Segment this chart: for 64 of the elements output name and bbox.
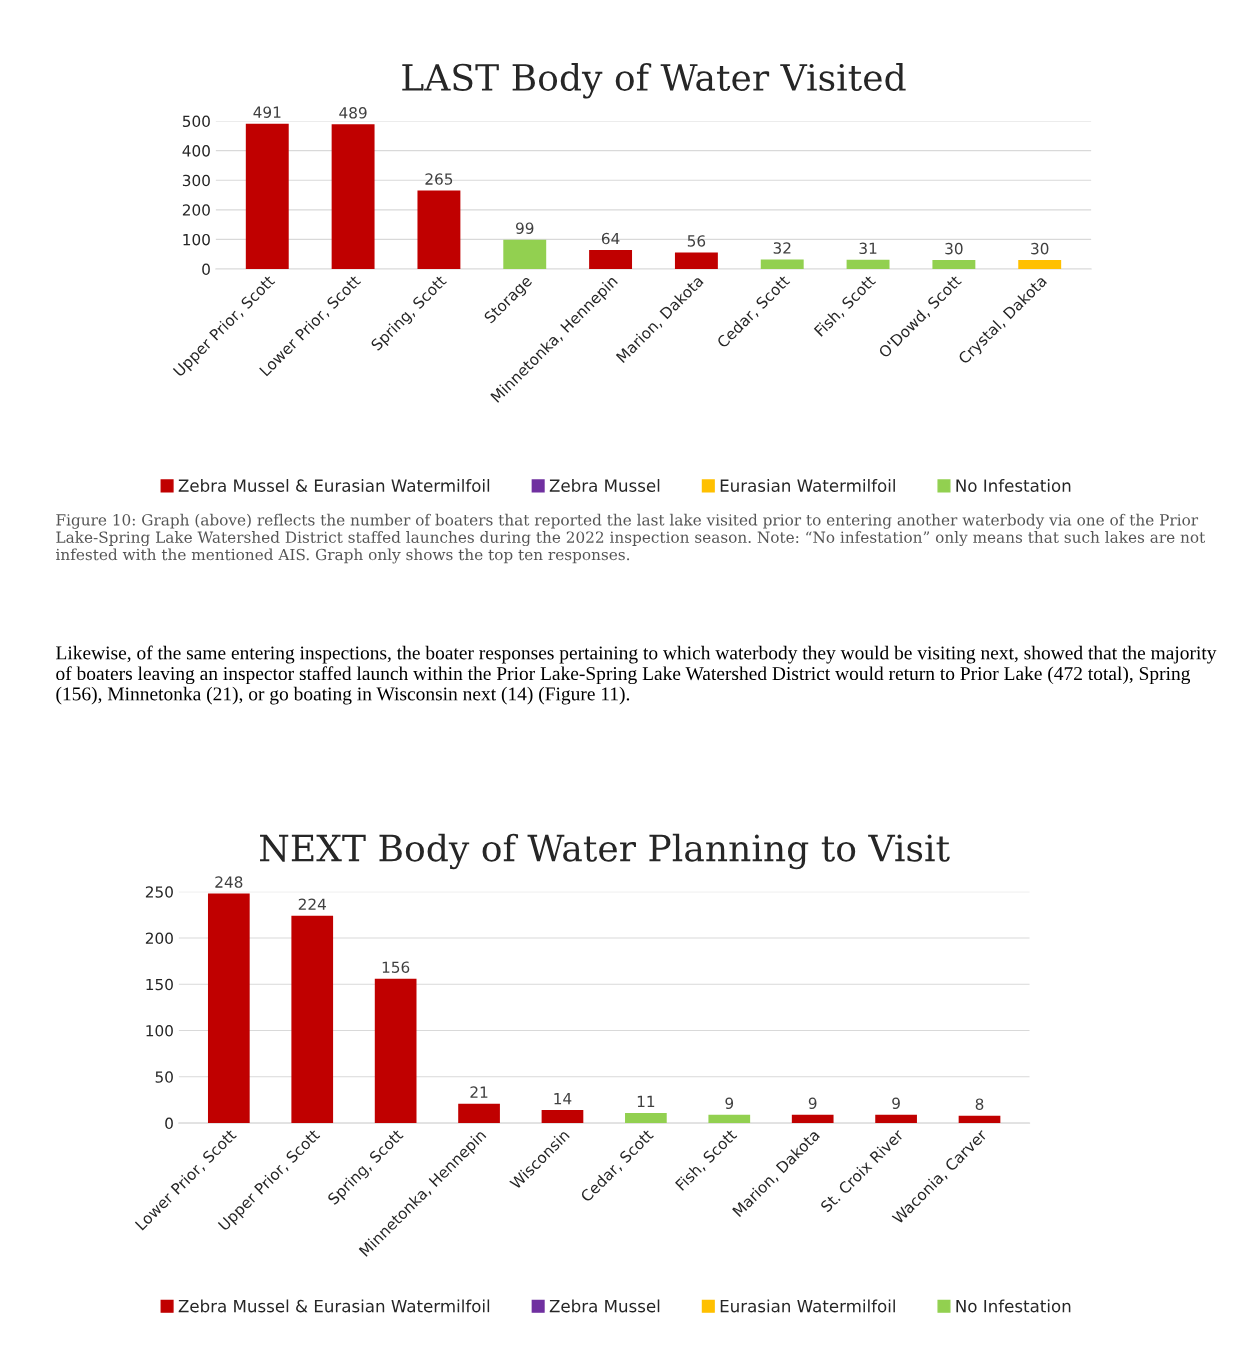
- legend-label: Zebra Mussel: [549, 1299, 660, 1313]
- data-label: 30: [945, 242, 963, 255]
- data-label: 156: [382, 961, 410, 973]
- y-tick-label: 100: [146, 1025, 173, 1037]
- bar: [374, 978, 417, 1124]
- bar: [207, 893, 250, 1124]
- bar: [875, 1114, 917, 1124]
- data-label: 21: [470, 1086, 488, 1098]
- legend-label: Zebra Mussel: [549, 479, 660, 492]
- caption: Figure 10: Graph (above) reflects the number of boaters that reported the last lake visited prior to entering another waterbody via one of the Prior Lake-Spring Lake Watershed District staffed launches during the 2022 inspection season. Note: “No infestation” only means that such lakes are not infested with the mentioned AIS. Graph only shows the top ten responses.: [56, 513, 1206, 564]
- data-label: 491: [253, 106, 281, 118]
- data-label: 14: [554, 1093, 572, 1105]
- bar: [331, 124, 375, 269]
- bar: [846, 259, 890, 269]
- y-tick-label: 50: [155, 1071, 173, 1083]
- bar: [674, 252, 718, 269]
- data-label: 64: [601, 232, 620, 245]
- data-label: 31: [859, 242, 877, 255]
- bar: [503, 239, 547, 269]
- legend-label: Eurasian Watermilfoil: [720, 479, 895, 492]
- data-label: 32: [773, 242, 791, 254]
- bar: [417, 190, 461, 269]
- y-tick-label: 500: [182, 115, 210, 128]
- data-label: 11: [637, 1095, 655, 1107]
- bar: [760, 259, 804, 269]
- bar: [541, 1110, 584, 1124]
- data-label: 265: [425, 173, 453, 185]
- bar: [625, 1112, 667, 1124]
- bar: [708, 1114, 751, 1124]
- bar: [245, 123, 289, 269]
- bar: [932, 260, 976, 269]
- y-tick-label: 150: [146, 978, 173, 991]
- y-tick-label: 0: [202, 263, 210, 276]
- legend-label: Zebra Mussel & Eurasian Watermilfoil: [178, 479, 490, 492]
- data-label: 224: [298, 898, 326, 910]
- legend-label: No Infestation: [956, 1299, 1071, 1313]
- bar: [1018, 260, 1062, 269]
- chart-title: LAST Body of Water Visited: [402, 63, 906, 99]
- data-label: 9: [892, 1097, 900, 1110]
- legend-label: Zebra Mussel & Eurasian Watermilfoil: [178, 1299, 490, 1313]
- text: Likewise, of the same entering inspections, the boater responses pertaining to which waterbody they would be visiting next, showed that the majority of boaters leaving an inspector staffed launch within the Prior Lake-Spring Lake Watershed District would return to Prior Lake (472 total), Spring (156), Minnetonka (21), or go boating in Wisconsin next (14) (Figure 11).: [56, 645, 1217, 705]
- chart-title: NEXT Body of Water Planning to Visit: [260, 833, 950, 870]
- y-tick-label: 250: [145, 886, 173, 898]
- bar: [958, 1115, 1001, 1124]
- y-tick-label: 0: [165, 1117, 173, 1130]
- data-label: 9: [725, 1097, 734, 1110]
- y-tick-label: 400: [182, 145, 210, 157]
- bar: [589, 250, 633, 269]
- bar: [791, 1114, 834, 1124]
- legend-label: No Infestation: [956, 479, 1071, 492]
- bar: [458, 1103, 500, 1124]
- legend-label: Eurasian Watermilfoil: [720, 1299, 895, 1313]
- data-label: 99: [515, 222, 534, 234]
- data-label: 9: [808, 1097, 817, 1110]
- data-label: 8: [975, 1098, 984, 1110]
- bar: [291, 915, 334, 1124]
- data-label: 56: [687, 235, 706, 247]
- y-tick-label: 300: [182, 174, 210, 187]
- y-tick-label: 200: [182, 204, 210, 216]
- data-label: 248: [215, 876, 243, 888]
- y-tick-label: 200: [145, 932, 173, 945]
- y-tick-label: 100: [183, 233, 210, 246]
- data-label: 30: [1031, 242, 1049, 255]
- data-label: 489: [339, 107, 367, 119]
